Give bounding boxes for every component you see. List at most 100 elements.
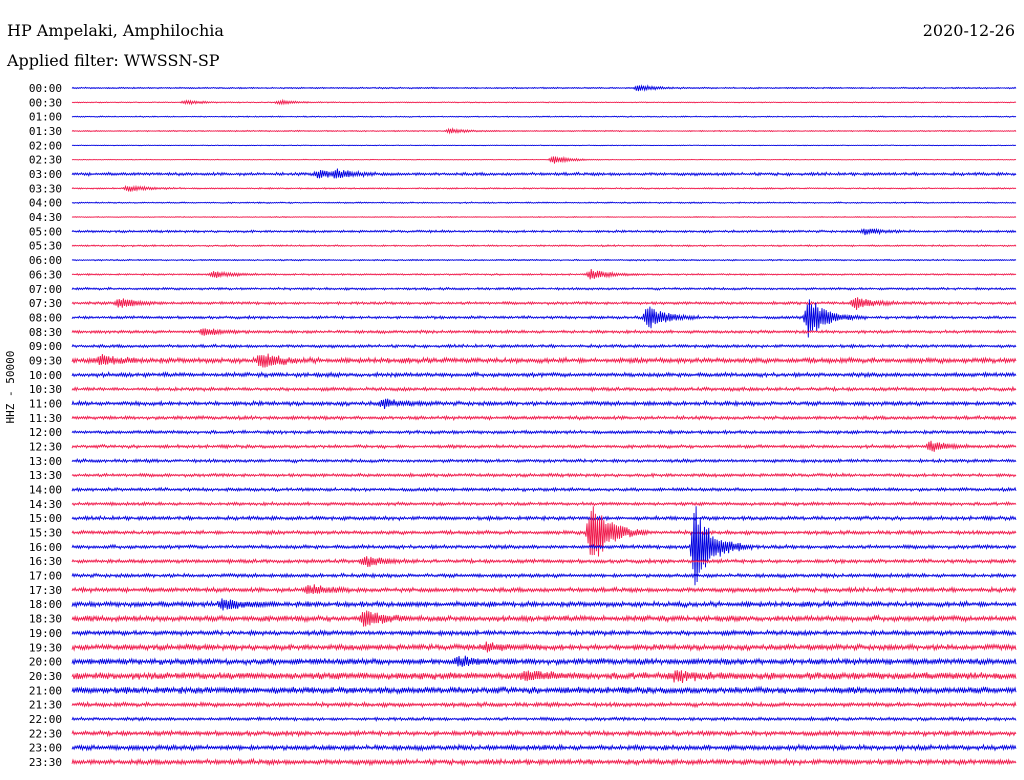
- seismic-trace-1400: [71, 486, 1017, 493]
- seismic-trace-2000: [71, 655, 1017, 667]
- time-tick-label: 08:30: [29, 326, 62, 339]
- seismic-trace-1030: [71, 385, 1017, 393]
- time-tick-label: 03:30: [29, 182, 62, 195]
- seismic-trace-0200: [71, 144, 1017, 147]
- seismic-trace-1430: [71, 500, 1017, 507]
- time-tick-label: 01:00: [29, 111, 62, 124]
- seismic-trace-0800: [71, 299, 1017, 338]
- time-tick-label: 19:30: [29, 641, 62, 654]
- time-tick-label: 20:00: [29, 656, 62, 669]
- time-tick-label: 21:00: [29, 684, 62, 697]
- seismic-trace-2300: [71, 743, 1017, 753]
- seismic-trace-1100: [71, 398, 1017, 409]
- time-tick-label: 23:30: [29, 756, 62, 769]
- time-tick-label: 07:30: [29, 297, 62, 310]
- seismic-trace-2130: [71, 700, 1017, 709]
- seismic-trace-1200: [71, 428, 1017, 436]
- time-tick-label: 13:30: [29, 469, 62, 482]
- time-tick-label: 07:00: [29, 283, 62, 296]
- time-tick-label: 21:30: [29, 699, 62, 712]
- time-tick-label: 19:00: [29, 627, 62, 640]
- seismic-trace-0700: [71, 286, 1017, 292]
- seismic-trace-0600: [71, 258, 1017, 262]
- seismic-trace-1300: [71, 457, 1017, 464]
- time-tick-label: 15:30: [29, 527, 62, 540]
- seismic-trace-1130: [71, 414, 1017, 422]
- seismic-trace-1330: [71, 471, 1017, 479]
- time-tick-label: 16:00: [29, 541, 62, 554]
- seismic-trace-0300: [71, 168, 1017, 179]
- seismic-trace-0030: [71, 98, 1017, 106]
- seismic-trace-0430: [71, 216, 1017, 219]
- seismic-trace-0930: [71, 353, 1017, 368]
- time-tick-label: 12:30: [29, 441, 62, 454]
- time-tick-label: 04:30: [29, 211, 62, 224]
- seismic-trace-0000: [71, 84, 1017, 92]
- seismic-trace-0130: [71, 127, 1017, 135]
- time-tick-label: 06:30: [29, 268, 62, 281]
- time-tick-label: 13:00: [29, 455, 62, 468]
- seismic-trace-1800: [71, 598, 1017, 611]
- seismic-trace-2230: [71, 729, 1017, 738]
- time-tick-label: 03:00: [29, 168, 62, 181]
- seismic-trace-1530: [71, 506, 1017, 557]
- time-tick-label: 01:30: [29, 125, 62, 138]
- seismic-trace-0100: [71, 115, 1017, 118]
- seismic-trace-1500: [71, 514, 1017, 522]
- time-tick-label: 20:30: [29, 670, 62, 683]
- time-tick-label: 23:00: [29, 742, 62, 755]
- seismic-trace-1900: [71, 628, 1017, 638]
- seismic-trace-1000: [71, 370, 1017, 379]
- time-tick-label: 05:00: [29, 225, 62, 238]
- seismic-trace-0830: [71, 328, 1017, 336]
- time-tick-label: 02:00: [29, 139, 62, 152]
- seismic-trace-0630: [71, 269, 1017, 280]
- seismic-trace-1600: [71, 506, 1017, 586]
- seismic-trace-0530: [71, 244, 1017, 248]
- date-label: 2020-12-26: [922, 21, 1015, 40]
- time-tick-label: 05:30: [29, 240, 62, 253]
- seismic-trace-1630: [71, 556, 1017, 568]
- seismic-trace-0730: [71, 297, 1017, 310]
- time-tick-label: 09:30: [29, 354, 62, 367]
- time-tick-label: 16:30: [29, 555, 62, 568]
- seismic-trace-2030: [71, 670, 1017, 683]
- seismic-trace-0230: [71, 155, 1017, 164]
- seismic-trace-0400: [71, 201, 1017, 205]
- time-tick-label: 10:00: [29, 369, 62, 382]
- seismic-trace-1230: [71, 440, 1017, 452]
- seismic-trace-0500: [71, 227, 1017, 236]
- time-tick-label: 09:00: [29, 340, 62, 353]
- time-tick-label: 18:00: [29, 598, 62, 611]
- time-tick-label: 08:00: [29, 311, 62, 324]
- station-title: HP Ampelaki, Amphilochia: [7, 21, 224, 40]
- seismic-trace-1730: [71, 584, 1017, 595]
- seismic-trace-1830: [71, 610, 1017, 627]
- time-tick-label: 00:00: [29, 82, 62, 95]
- seismic-trace-2100: [71, 685, 1017, 695]
- time-tick-label: 22:00: [29, 713, 62, 726]
- time-tick-label: 04:00: [29, 197, 62, 210]
- time-tick-label: 15:00: [29, 512, 62, 525]
- time-tick-label: 22:30: [29, 727, 62, 740]
- time-tick-label: 02:30: [29, 154, 62, 167]
- time-tick-label: 10:30: [29, 383, 62, 396]
- time-tick-label: 18:30: [29, 613, 62, 626]
- time-tick-label: 06:00: [29, 254, 62, 267]
- filter-label: Applied filter: WWSSN-SP: [7, 51, 220, 70]
- seismic-trace-1700: [71, 572, 1017, 579]
- time-tick-label: 17:30: [29, 584, 62, 597]
- seismic-trace-2200: [71, 715, 1017, 722]
- time-tick-label: 00:30: [29, 96, 62, 109]
- time-tick-label: 14:00: [29, 484, 62, 497]
- time-tick-label: 12:00: [29, 426, 62, 439]
- seismic-trace-0900: [71, 343, 1017, 350]
- time-tick-label: 11:30: [29, 412, 62, 425]
- seismic-trace-0330: [71, 184, 1017, 193]
- time-tick-label: 11:00: [29, 397, 62, 410]
- time-tick-label: 14:30: [29, 498, 62, 511]
- seismic-trace-2330: [71, 757, 1017, 767]
- time-tick-label: 17:00: [29, 570, 62, 583]
- seismic-trace-1930: [71, 641, 1017, 653]
